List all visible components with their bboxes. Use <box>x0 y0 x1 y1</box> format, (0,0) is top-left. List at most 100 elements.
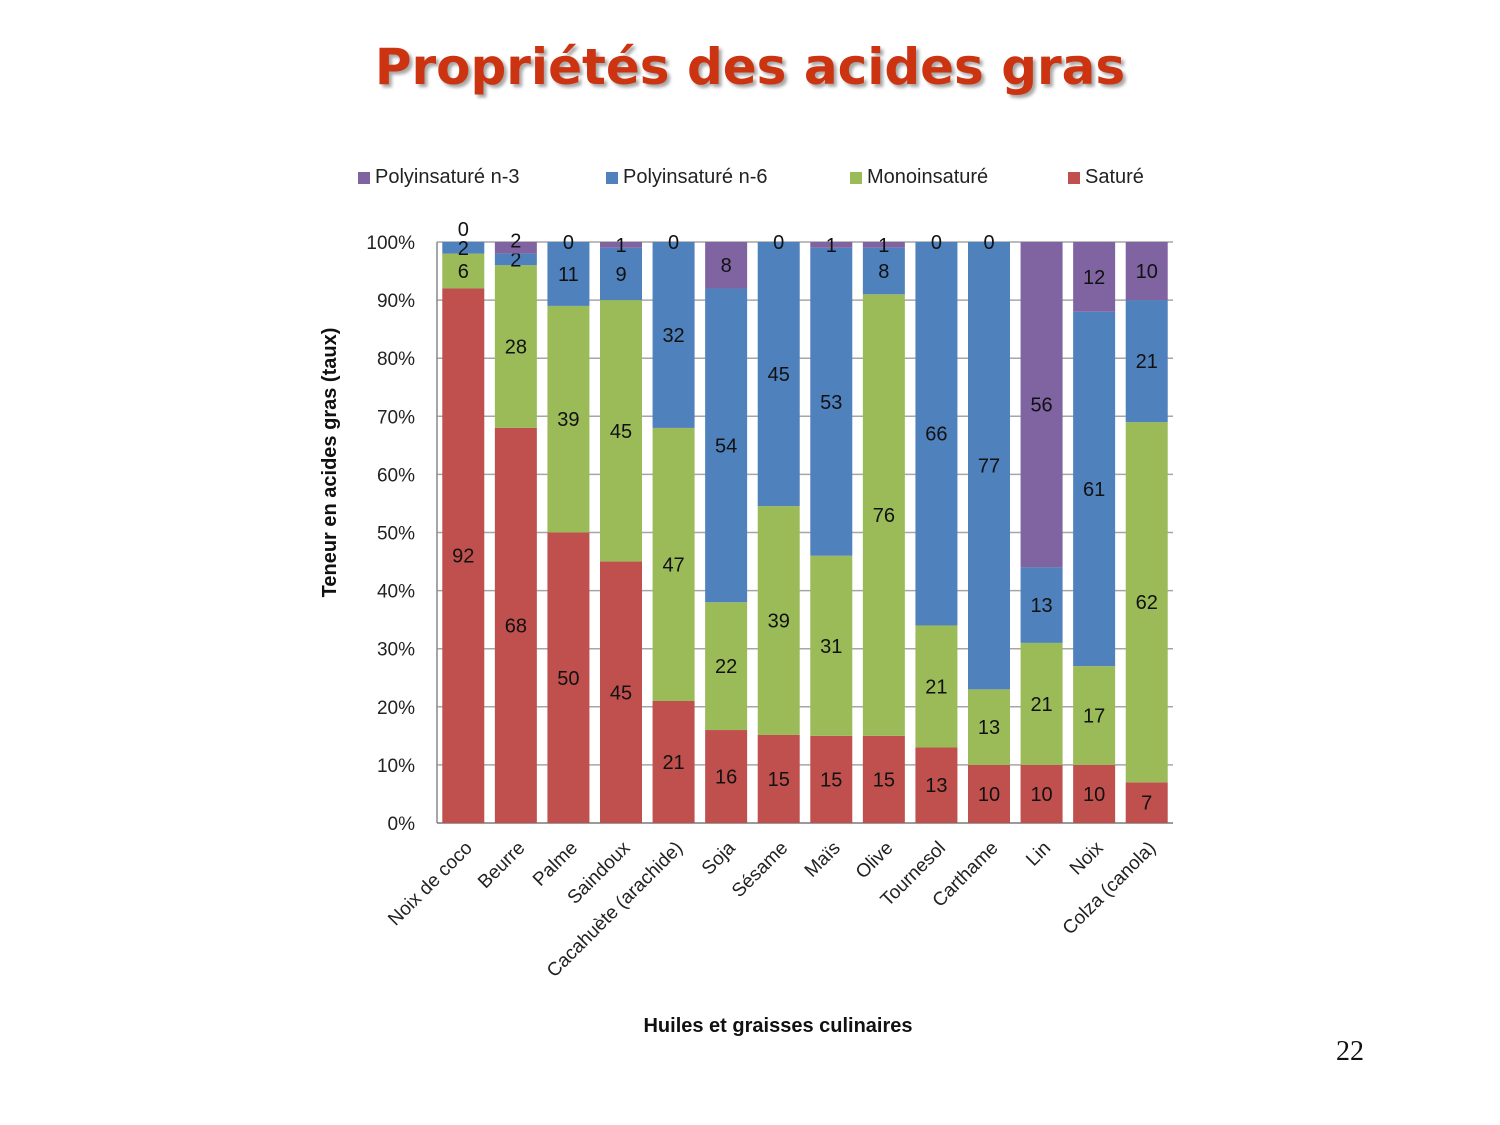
value-label-polyinsature-n-6-olive: 8 <box>878 261 889 283</box>
bar-polyinsature-n-3-lin <box>1020 242 1063 568</box>
legend-label: Polyinsaturé n-3 <box>375 166 520 188</box>
bar-polyinsature-n-3-olive <box>862 242 905 248</box>
y-tick-label: 20% <box>377 698 415 719</box>
value-label-sature-beurre: 68 <box>505 615 527 637</box>
bar-polyinsature-n-6-noix-de-coco <box>442 242 485 254</box>
y-tick-label: 10% <box>377 756 415 777</box>
value-label-sature-palme: 50 <box>557 668 579 690</box>
value-label-polyinsature-n-6-mais: 53 <box>820 392 842 414</box>
bar-polyinsature-n-3-saindoux <box>600 242 642 248</box>
y-tick-label: 90% <box>377 291 415 312</box>
value-label-polyinsature-n-6-carthame: 77 <box>978 456 1000 478</box>
value-label-polyinsature-n-3-mais: 1 <box>826 235 837 257</box>
value-label-sature-lin: 10 <box>1030 784 1052 806</box>
bar-sature-tournesol <box>915 747 958 823</box>
y-tick-label: 80% <box>377 349 415 370</box>
value-label-sature-cacahuete-arachide: 21 <box>662 752 684 774</box>
bar-polyinsature-n-6-noix <box>1073 311 1116 667</box>
bar-sature-lin <box>1020 764 1063 823</box>
x-category-label: Beurre <box>474 838 529 893</box>
y-tick-label: 40% <box>377 582 415 603</box>
bar-polyinsature-n-6-soja <box>705 288 748 603</box>
bar-monoinsature-noix-de-coco <box>442 253 485 289</box>
value-label-polyinsature-n-3-palme: 0 <box>563 232 574 254</box>
value-label-polyinsature-n-3-noix-de-coco: 0 <box>458 219 469 241</box>
value-label-sature-noix-de-coco: 92 <box>452 546 474 568</box>
bar-polyinsature-n-6-carthame <box>968 242 1010 690</box>
value-label-polyinsature-n-3-tournesol: 0 <box>931 232 942 254</box>
value-label-monoinsature-colza-canola: 62 <box>1136 592 1158 614</box>
value-label-monoinsature-tournesol: 21 <box>925 676 947 698</box>
x-category-label: Noix <box>1066 837 1108 879</box>
legend-swatch <box>606 171 618 184</box>
value-label-polyinsature-n-3-soja: 8 <box>721 255 732 277</box>
value-label-polyinsature-n-6-noix-de-coco: 2 <box>458 238 469 260</box>
bar-monoinsature-noix <box>1073 666 1116 765</box>
value-label-monoinsature-lin: 21 <box>1030 694 1052 716</box>
value-label-sature-carthame: 10 <box>978 784 1000 806</box>
bar-polyinsature-n-6-mais <box>810 247 853 556</box>
bar-polyinsature-n-3-soja <box>705 242 748 289</box>
bar-polyinsature-n-6-saindoux <box>600 247 642 301</box>
value-label-sature-mais: 15 <box>820 769 842 791</box>
value-label-polyinsature-n-3-beurre: 2 <box>510 230 521 252</box>
page-number: 22 <box>1336 1036 1364 1067</box>
bar-sature-palme <box>547 532 590 823</box>
value-label-polyinsature-n-6-lin: 13 <box>1030 595 1052 617</box>
bar-polyinsature-n-3-mais <box>810 242 853 248</box>
bar-sature-noix-de-coco <box>442 288 485 824</box>
value-label-polyinsature-n-6-tournesol: 66 <box>925 424 947 446</box>
bar-monoinsature-palme <box>547 305 590 533</box>
bar-monoinsature-carthame <box>968 689 1010 765</box>
value-label-polyinsature-n-3-saindoux: 1 <box>615 235 626 257</box>
value-label-monoinsature-olive: 76 <box>873 505 895 527</box>
value-label-polyinsature-n-3-cacahuete-arachide: 0 <box>668 232 679 254</box>
bar-monoinsature-beurre <box>494 265 537 428</box>
value-label-polyinsature-n-3-carthame: 0 <box>983 232 994 254</box>
y-tick-label: 30% <box>377 640 415 661</box>
bar-polyinsature-n-3-colza-canola <box>1125 242 1168 301</box>
value-label-polyinsature-n-6-soja: 54 <box>715 435 737 457</box>
legend-swatch <box>358 171 370 184</box>
bar-sature-olive <box>862 735 905 823</box>
bar-sature-carthame <box>968 764 1010 823</box>
value-label-polyinsature-n-6-cacahuete-arachide: 32 <box>662 325 684 347</box>
bar-monoinsature-saindoux <box>600 300 642 562</box>
bar-sature-sesame <box>757 734 800 823</box>
bar-sature-colza-canola <box>1125 782 1168 823</box>
y-tick-label: 100% <box>366 233 415 254</box>
y-tick-label: 0% <box>388 814 416 835</box>
bar-monoinsature-colza-canola <box>1125 422 1168 783</box>
value-label-monoinsature-noix: 17 <box>1083 706 1105 728</box>
bar-polyinsature-n-6-beurre <box>494 253 537 266</box>
value-label-monoinsature-sesame: 39 <box>768 611 790 633</box>
value-label-polyinsature-n-6-sesame: 45 <box>768 364 790 386</box>
bar-polyinsature-n-6-palme <box>547 242 590 306</box>
value-label-polyinsature-n-6-saindoux: 9 <box>615 264 626 286</box>
value-label-polyinsature-n-6-colza-canola: 21 <box>1136 351 1158 373</box>
legend-swatch <box>1068 171 1080 184</box>
value-label-monoinsature-palme: 39 <box>557 409 579 431</box>
bar-monoinsature-tournesol <box>915 625 958 748</box>
value-label-polyinsature-n-3-lin: 56 <box>1030 395 1052 417</box>
bar-monoinsature-sesame <box>757 506 800 735</box>
bar-monoinsature-soja <box>705 602 748 731</box>
value-label-monoinsature-noix-de-coco: 6 <box>458 261 469 283</box>
legend-entry-polyinsature-n-6: Polyinsaturé n-6 <box>606 166 768 189</box>
value-label-polyinsature-n-6-beurre: 2 <box>510 249 521 271</box>
value-label-polyinsature-n-3-sesame: 0 <box>773 232 784 254</box>
legend-label: Monoinsaturé <box>867 166 989 188</box>
value-label-sature-colza-canola: 7 <box>1141 793 1152 815</box>
bar-polyinsature-n-6-sesame <box>757 242 800 507</box>
bar-polyinsature-n-3-noix <box>1073 242 1116 312</box>
bar-sature-beurre <box>494 427 537 823</box>
y-tick-label: 60% <box>377 465 415 486</box>
bar-polyinsature-n-6-colza-canola <box>1125 300 1168 423</box>
x-category-label: Sésame <box>728 838 792 902</box>
value-label-polyinsature-n-3-olive: 1 <box>878 235 889 257</box>
legend-entry-sature: Saturé <box>1068 166 1144 189</box>
value-label-sature-olive: 15 <box>873 769 895 791</box>
value-label-monoinsature-carthame: 13 <box>978 717 1000 739</box>
value-label-monoinsature-mais: 31 <box>820 636 842 658</box>
